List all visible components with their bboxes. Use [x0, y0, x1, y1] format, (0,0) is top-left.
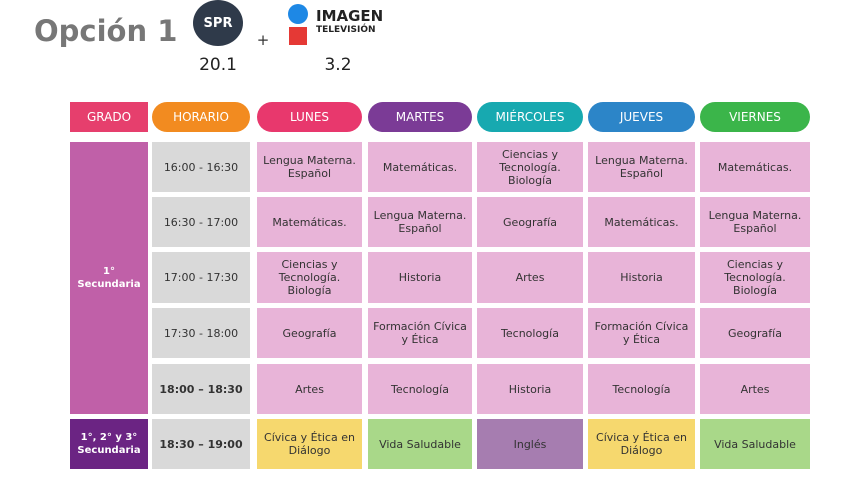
- subject-cell: Inglés: [477, 419, 583, 469]
- title: Opción 1: [34, 14, 178, 48]
- time-cell: 18:30 – 19:00: [152, 419, 250, 469]
- column-header: MIÉRCOLES: [477, 102, 583, 132]
- grade-cell: 1°, 2° y 3° Secundaria: [70, 419, 148, 469]
- subject-cell: Matemáticas.: [588, 197, 695, 247]
- subject-cell: Historia: [588, 252, 695, 303]
- time-cell: 17:30 - 18:00: [152, 308, 250, 358]
- subject-cell: Matemáticas.: [700, 142, 810, 192]
- subject-cell: Historia: [368, 252, 472, 303]
- subject-cell: Geografía: [477, 197, 583, 247]
- spr-logo: SPR: [193, 0, 243, 46]
- plus: +: [256, 31, 270, 49]
- subject-cell: Historia: [477, 364, 583, 414]
- subject-cell: Tecnología: [368, 364, 472, 414]
- imagen-channel: 3.2: [324, 55, 352, 75]
- subject-cell: Cívica y Ética en Diálogo: [588, 419, 695, 469]
- subject-cell: Ciencias y Tecnología. Biología: [700, 252, 810, 303]
- subject-cell: Ciencias y Tecnología. Biología: [257, 252, 362, 303]
- subject-cell: Artes: [477, 252, 583, 303]
- spr-channel: 20.1: [199, 55, 237, 75]
- column-header: VIERNES: [700, 102, 810, 132]
- column-header: LUNES: [257, 102, 362, 132]
- subject-cell: Ciencias y Tecnología. Biología: [477, 142, 583, 192]
- subject-cell: Geografía: [700, 308, 810, 358]
- column-header: MARTES: [368, 102, 472, 132]
- subject-cell: Formación Cívica y Ética: [588, 308, 695, 358]
- time-cell: 16:30 - 17:00: [152, 197, 250, 247]
- subject-cell: Cívica y Ética en Diálogo: [257, 419, 362, 469]
- grade-cell: 1° Secundaria: [70, 142, 148, 414]
- subject-cell: Lengua Materna. Español: [588, 142, 695, 192]
- subject-cell: Geografía: [257, 308, 362, 358]
- subject-cell: Vida Saludable: [368, 419, 472, 469]
- subject-cell: Lengua Materna. Español: [368, 197, 472, 247]
- time-cell: 16:00 - 16:30: [152, 142, 250, 192]
- subject-cell: Formación Cívica y Ética: [368, 308, 472, 358]
- time-cell: 18:00 – 18:30: [152, 364, 250, 414]
- subject-cell: Tecnología: [588, 364, 695, 414]
- imagen-sub: TELEVISIÓN: [316, 25, 376, 35]
- subject-cell: Lengua Materna. Español: [700, 197, 810, 247]
- column-header: JUEVES: [588, 102, 695, 132]
- subject-cell: Matemáticas.: [257, 197, 362, 247]
- subject-cell: Tecnología: [477, 308, 583, 358]
- column-header: HORARIO: [152, 102, 250, 132]
- subject-cell: Artes: [257, 364, 362, 414]
- time-cell: 17:00 - 17:30: [152, 252, 250, 303]
- column-header: GRADO: [70, 102, 148, 132]
- imagen-circle: [288, 4, 308, 24]
- subject-cell: Vida Saludable: [700, 419, 810, 469]
- imagen-square: [289, 27, 307, 45]
- subject-cell: Lengua Materna. Español: [257, 142, 362, 192]
- subject-cell: Matemáticas.: [368, 142, 472, 192]
- imagen-name: IMAGEN: [316, 7, 384, 25]
- subject-cell: Artes: [700, 364, 810, 414]
